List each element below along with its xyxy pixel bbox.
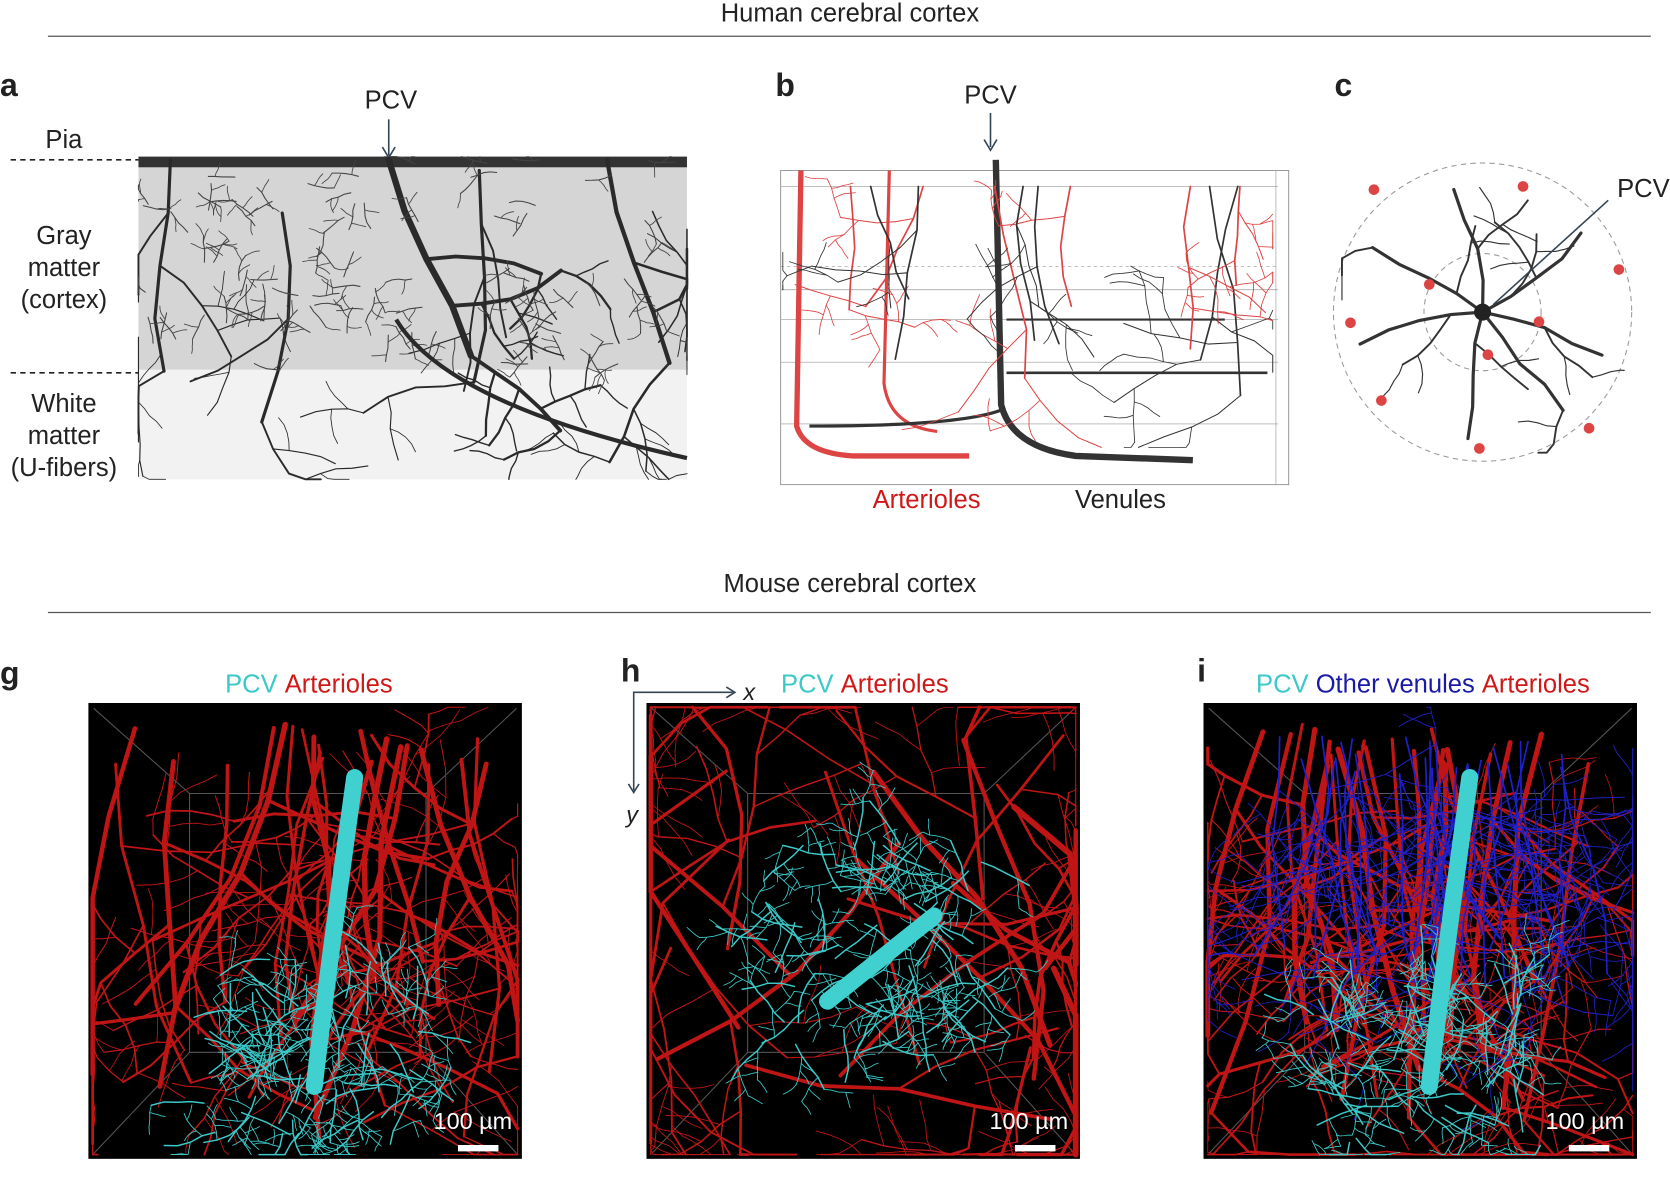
axis-label: y bbox=[624, 801, 639, 827]
legend-entry: PCV bbox=[1256, 670, 1309, 698]
label: matter bbox=[28, 422, 101, 450]
vessel bbox=[1564, 356, 1570, 394]
histology-image bbox=[138, 157, 687, 480]
panel-letter: h bbox=[621, 653, 641, 689]
arrow bbox=[1493, 200, 1608, 304]
vessel bbox=[1474, 443, 1485, 454]
label: Pia bbox=[45, 126, 83, 154]
vessel bbox=[1418, 356, 1423, 393]
vessel bbox=[1614, 264, 1625, 275]
legend-entry: Other venules bbox=[1316, 670, 1475, 698]
label: Gray bbox=[36, 222, 92, 250]
scale-bar bbox=[1569, 1145, 1609, 1151]
label: PCV bbox=[964, 81, 1017, 109]
label: PCV bbox=[365, 87, 418, 115]
panel-letter: g bbox=[0, 655, 20, 691]
label: (cortex) bbox=[21, 286, 108, 314]
panel-letter: c bbox=[1335, 67, 1353, 103]
legend: PCV Other venules Arterioles bbox=[1256, 670, 1590, 698]
vessel bbox=[1468, 312, 1483, 438]
label: Arterioles bbox=[873, 486, 981, 514]
label: Venules bbox=[1075, 486, 1166, 514]
label: matter bbox=[28, 254, 101, 282]
panel-letter: b bbox=[775, 67, 795, 103]
section-title: Human cerebral cortex bbox=[721, 0, 980, 27]
render-image bbox=[88, 703, 521, 1159]
vessel bbox=[1369, 184, 1380, 195]
vessel bbox=[1518, 421, 1556, 427]
vessel bbox=[1480, 188, 1495, 223]
panel-letter: a bbox=[0, 67, 18, 103]
scale-bar bbox=[1015, 1145, 1055, 1151]
panel-letter: i bbox=[1197, 653, 1206, 689]
legend-entry: Arterioles bbox=[285, 670, 393, 698]
label: PCV bbox=[1617, 175, 1670, 203]
legend-entry: PCV bbox=[225, 670, 278, 698]
schematic bbox=[1333, 163, 1631, 461]
vessel bbox=[1584, 423, 1595, 434]
legend-entry: PCV bbox=[781, 670, 834, 698]
axis-label: x bbox=[742, 679, 756, 705]
vessel bbox=[1545, 328, 1593, 378]
vessel bbox=[1424, 279, 1435, 290]
scale-bar bbox=[458, 1145, 498, 1151]
vessel bbox=[1538, 410, 1563, 452]
scale-label: 100 µm bbox=[1545, 1108, 1624, 1134]
vessel bbox=[1483, 349, 1494, 360]
legend-entry: Arterioles bbox=[841, 670, 949, 698]
vessel bbox=[1475, 343, 1528, 389]
scale-label: 100 µm bbox=[434, 1108, 513, 1134]
render-image bbox=[646, 703, 1079, 1159]
vessel bbox=[1474, 304, 1491, 321]
label: White bbox=[31, 390, 96, 418]
label: (U-fibers) bbox=[11, 454, 117, 482]
vessel bbox=[1382, 365, 1402, 397]
vessel bbox=[1345, 317, 1356, 328]
vessel bbox=[1491, 262, 1529, 269]
vessel bbox=[1360, 312, 1482, 344]
render-image bbox=[1204, 703, 1637, 1159]
section-title: Mouse cerebral cortex bbox=[724, 570, 977, 598]
vessel bbox=[1518, 181, 1529, 192]
vascular-drawing bbox=[781, 160, 1289, 485]
vessel bbox=[1534, 316, 1545, 327]
legend: PCV Arterioles bbox=[781, 670, 949, 698]
legend: PCV Arterioles bbox=[225, 670, 393, 698]
legend-entry: Arterioles bbox=[1482, 670, 1590, 698]
vessel bbox=[1376, 395, 1387, 406]
scale-label: 100 µm bbox=[990, 1108, 1069, 1134]
vessel bbox=[221, 207, 222, 222]
